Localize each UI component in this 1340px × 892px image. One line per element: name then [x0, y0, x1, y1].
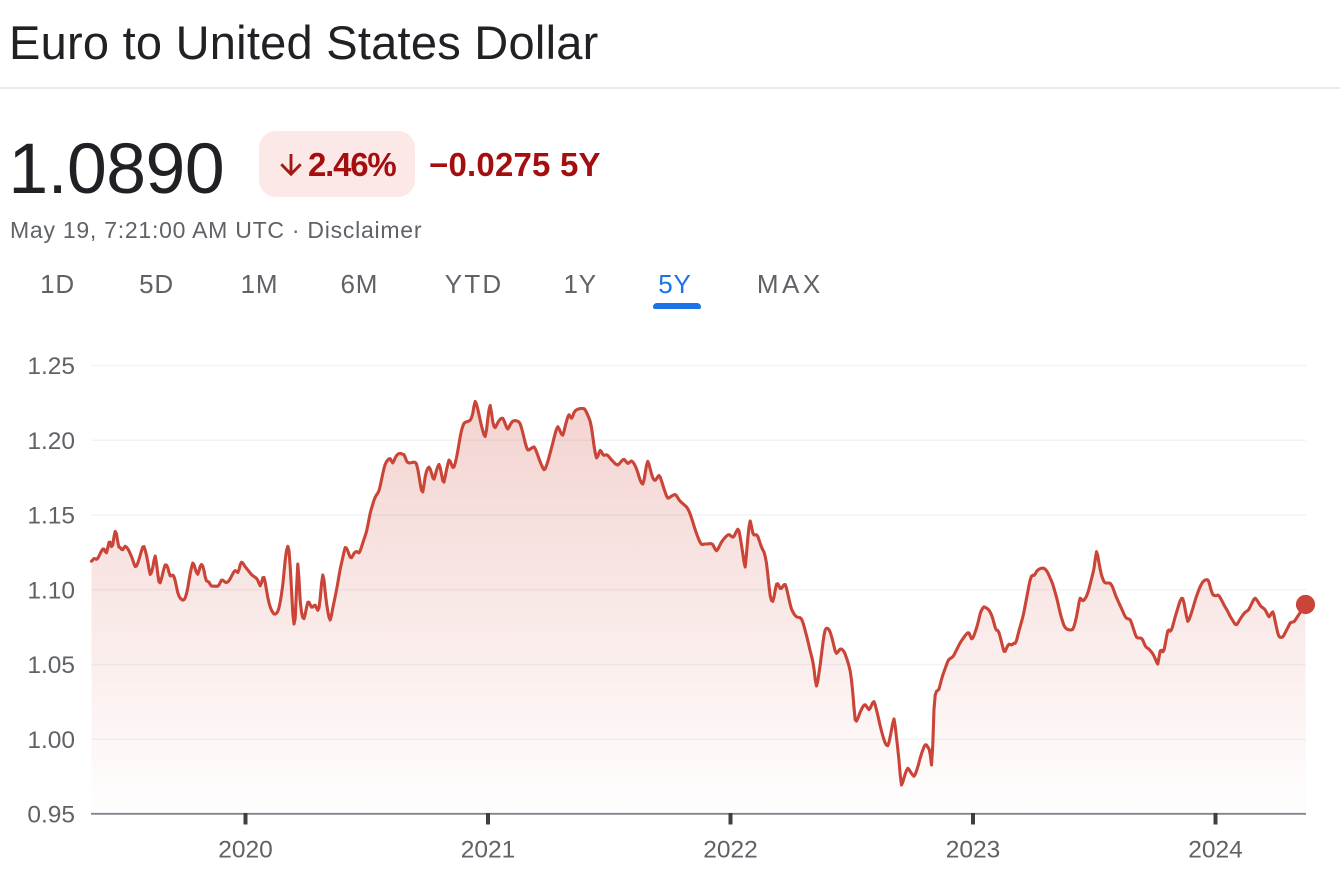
svg-text:1.05: 1.05 [27, 652, 75, 679]
svg-text:2024: 2024 [1188, 837, 1243, 864]
svg-text:1.15: 1.15 [27, 503, 75, 530]
svg-text:1.00: 1.00 [27, 727, 75, 754]
svg-text:2020: 2020 [218, 837, 273, 864]
svg-text:2022: 2022 [703, 837, 758, 864]
svg-text:1.10: 1.10 [27, 577, 75, 604]
svg-text:2023: 2023 [946, 837, 1001, 864]
svg-text:2021: 2021 [461, 837, 516, 864]
svg-text:0.95: 0.95 [27, 802, 75, 829]
svg-text:1.25: 1.25 [27, 353, 75, 380]
svg-text:1.20: 1.20 [27, 428, 75, 455]
